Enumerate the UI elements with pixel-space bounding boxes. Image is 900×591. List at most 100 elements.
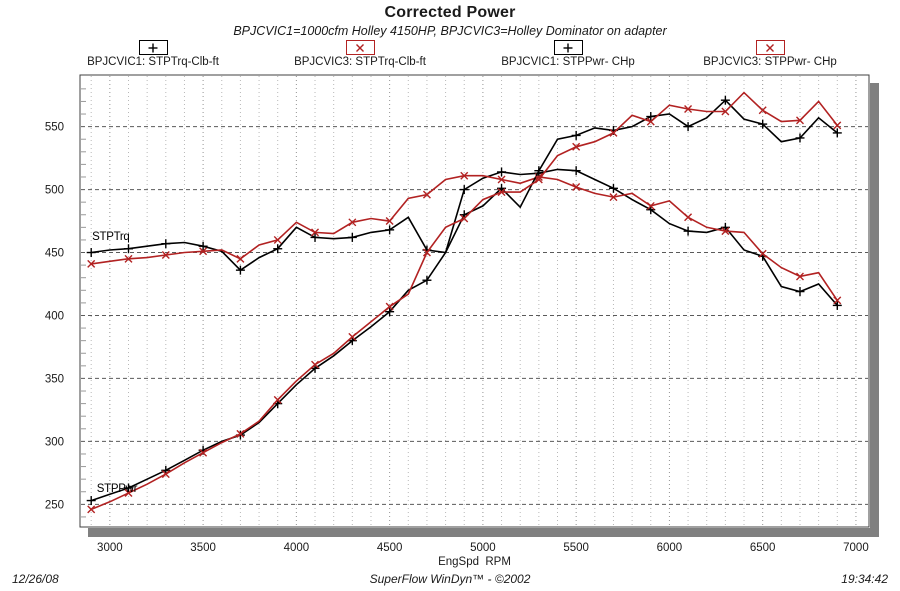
data-point-marker [721,227,730,236]
data-point-marker [497,167,507,177]
data-point-marker [608,183,618,193]
x-tick-label: 5000 [470,542,496,554]
legend-label: BPJCVIC3: STPPwr- CHp [703,56,837,68]
data-point-marker [683,122,693,132]
data-point-marker [87,505,96,514]
y-tick-label: 250 [45,499,64,511]
curve-label-stptrq: STPTrq [92,231,129,243]
x-tick-label: 6500 [750,542,776,554]
y-tick-label: 450 [45,248,64,260]
footer-date: 12/26/08 [12,572,59,586]
data-point-marker [534,166,544,176]
x-tick-label: 6000 [657,542,683,554]
x-tick-label: 5500 [563,542,589,554]
data-point-marker [646,201,655,210]
legend-label: BPJCVIC1: STPPwr- CHp [501,56,635,68]
data-point-marker [273,235,282,244]
data-point-marker [161,251,170,260]
data-point-marker [720,95,730,105]
data-point-marker [86,248,96,258]
data-point-marker [385,225,395,235]
data-point-marker [609,128,618,137]
data-point-marker [684,104,693,113]
data-point-marker [534,175,543,184]
data-point-marker [721,107,730,116]
y-tick-label: 350 [45,373,64,385]
legend-item-2: BPJCVIC1: STPPwr- CHp [473,40,663,68]
data-point-marker [124,254,133,263]
data-point-marker [348,218,357,227]
curve-label-stppwr: STPPwr [97,483,138,495]
data-point-marker [758,119,768,129]
data-point-marker [422,190,431,199]
cross-marker-icon [755,40,785,55]
data-point-marker [609,193,618,202]
cross-marker-icon [345,40,375,55]
legend-item-3: BPJCVIC3: STPPwr- CHp [675,40,865,68]
data-point-marker [571,166,581,176]
footer-time: 19:34:42 [841,572,888,586]
data-point-marker [385,302,394,311]
data-point-marker [198,241,208,251]
data-point-marker [758,249,767,258]
data-point-marker [123,244,133,254]
legend-label: BPJCVIC3: STPTrq-Clb-ft [294,56,426,68]
data-point-marker [86,496,96,506]
data-point-marker [460,214,469,223]
y-tick-label: 500 [45,185,64,197]
data-point-marker [683,226,693,236]
x-tick-label: 4000 [284,542,310,554]
data-point-marker [310,232,320,242]
legend-item-0: BPJCVIC1: STPTrq-Clb-ft [58,40,248,68]
data-point-marker [497,175,506,184]
data-point-marker [571,130,581,140]
data-point-marker [646,112,656,122]
y-tick-label: 400 [45,310,64,322]
chart-title: Corrected Power [384,4,516,21]
footer-app-name: SuperFlow WinDyn™ - ©2002 [369,572,531,586]
data-point-marker [123,483,133,493]
x-axis-label: EngSpd RPM [438,556,511,568]
data-point-marker [348,332,357,341]
data-point-marker [422,275,432,285]
x-tick-label: 3500 [190,542,216,554]
data-point-marker [236,254,245,263]
data-point-marker [572,183,581,192]
data-point-marker [795,287,805,297]
data-point-marker [459,185,469,195]
data-point-marker [422,248,431,257]
x-tick-label: 3000 [97,542,123,554]
data-point-marker [161,239,171,249]
legend-item-1: BPJCVIC3: STPTrq-Clb-ft [265,40,455,68]
data-point-marker [833,121,842,130]
data-point-marker [385,307,395,317]
x-tick-label: 7000 [843,542,869,554]
data-point-marker [684,213,693,222]
y-tick-label: 550 [45,122,64,134]
data-point-marker [795,133,805,143]
data-point-marker [385,217,394,226]
data-point-marker [832,300,842,310]
plus-marker-icon [553,40,583,55]
data-point-marker [199,448,208,457]
data-point-marker [572,142,581,151]
data-point-marker [460,171,469,180]
data-point-marker [833,296,842,305]
data-point-marker [161,470,170,479]
plus-marker-icon [138,40,168,55]
data-point-marker [758,106,767,115]
data-point-marker [124,489,133,498]
data-point-marker [199,247,208,256]
legend-label: BPJCVIC1: STPTrq-Clb-ft [87,56,219,68]
data-point-marker [235,265,245,275]
data-point-marker [832,128,842,138]
data-point-marker [347,232,357,242]
data-point-marker [311,360,320,369]
data-point-marker [273,395,282,404]
data-point-marker [273,244,283,254]
data-point-marker [795,272,804,281]
data-point-marker [311,228,320,237]
data-point-marker [87,259,96,268]
